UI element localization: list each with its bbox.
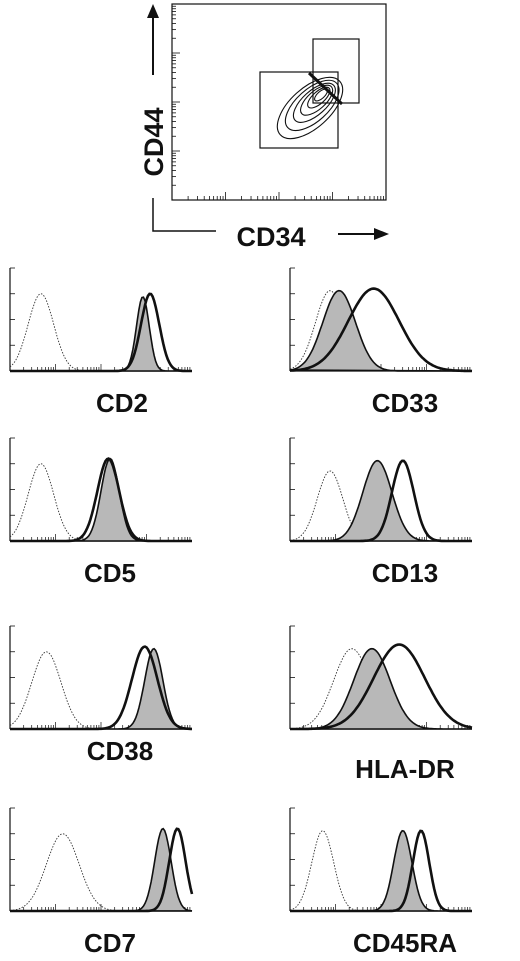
histogram-cd45ra: CD45RA [289,807,472,958]
contour-ring [276,76,344,140]
y-axis-arrowhead-icon [147,4,159,18]
histogram-cd38: CD38 [9,625,192,766]
histogram-panels: CD2 CD33 CD5 CD13 CD38 HLA-DR CD7 CD45RA [9,267,473,958]
series-control [289,830,472,912]
series-filled [290,647,472,730]
histogram-label: CD5 [84,558,136,588]
histogram-label: CD13 [372,558,438,588]
series-filled [9,827,193,912]
series-filled [290,829,472,912]
series-outline [290,459,472,543]
contour-ring [284,79,340,132]
series-outline [290,643,473,731]
histogram-label: CD2 [96,388,148,418]
series-outline [10,457,192,543]
series-filled [10,647,192,730]
y-axis-label: CD44 [139,107,169,176]
series-filled [10,296,192,372]
series-filled [289,289,473,372]
histogram-label: HLA-DR [355,754,455,784]
histogram-cd13: CD13 [289,437,472,588]
histogram-label: CD7 [84,928,136,958]
histogram-label: CD38 [87,736,153,766]
histogram-hla-dr: HLA-DR [289,625,473,784]
histogram-cd7: CD7 [9,807,194,958]
gate-high [312,38,360,104]
x-axis-arrowhead-icon [374,228,389,240]
contour-axis-ticks [171,5,384,201]
contour-lines [276,76,344,140]
x-axis-label: CD34 [236,222,305,252]
gate-low [259,71,339,149]
x-axis-bracket [152,198,216,232]
contour-ring [307,86,331,109]
series-outline [10,292,192,373]
series-control [9,293,192,372]
series-outline [10,827,194,913]
series-outline [10,645,192,731]
gate-divider [307,71,344,106]
histogram-label: CD33 [372,388,438,418]
contour-ring [292,82,336,123]
contour-ring [300,84,334,116]
contour-plot-frame [171,3,387,201]
contour-plot-panel: CD44 CD34 [139,3,389,252]
series-outline [290,829,472,913]
histogram-cd5: CD5 [9,437,192,588]
histogram-label: CD45RA [353,928,457,958]
series-outline [289,287,473,373]
histogram-cd33: CD33 [289,267,473,418]
histogram-cd2: CD2 [9,267,192,418]
